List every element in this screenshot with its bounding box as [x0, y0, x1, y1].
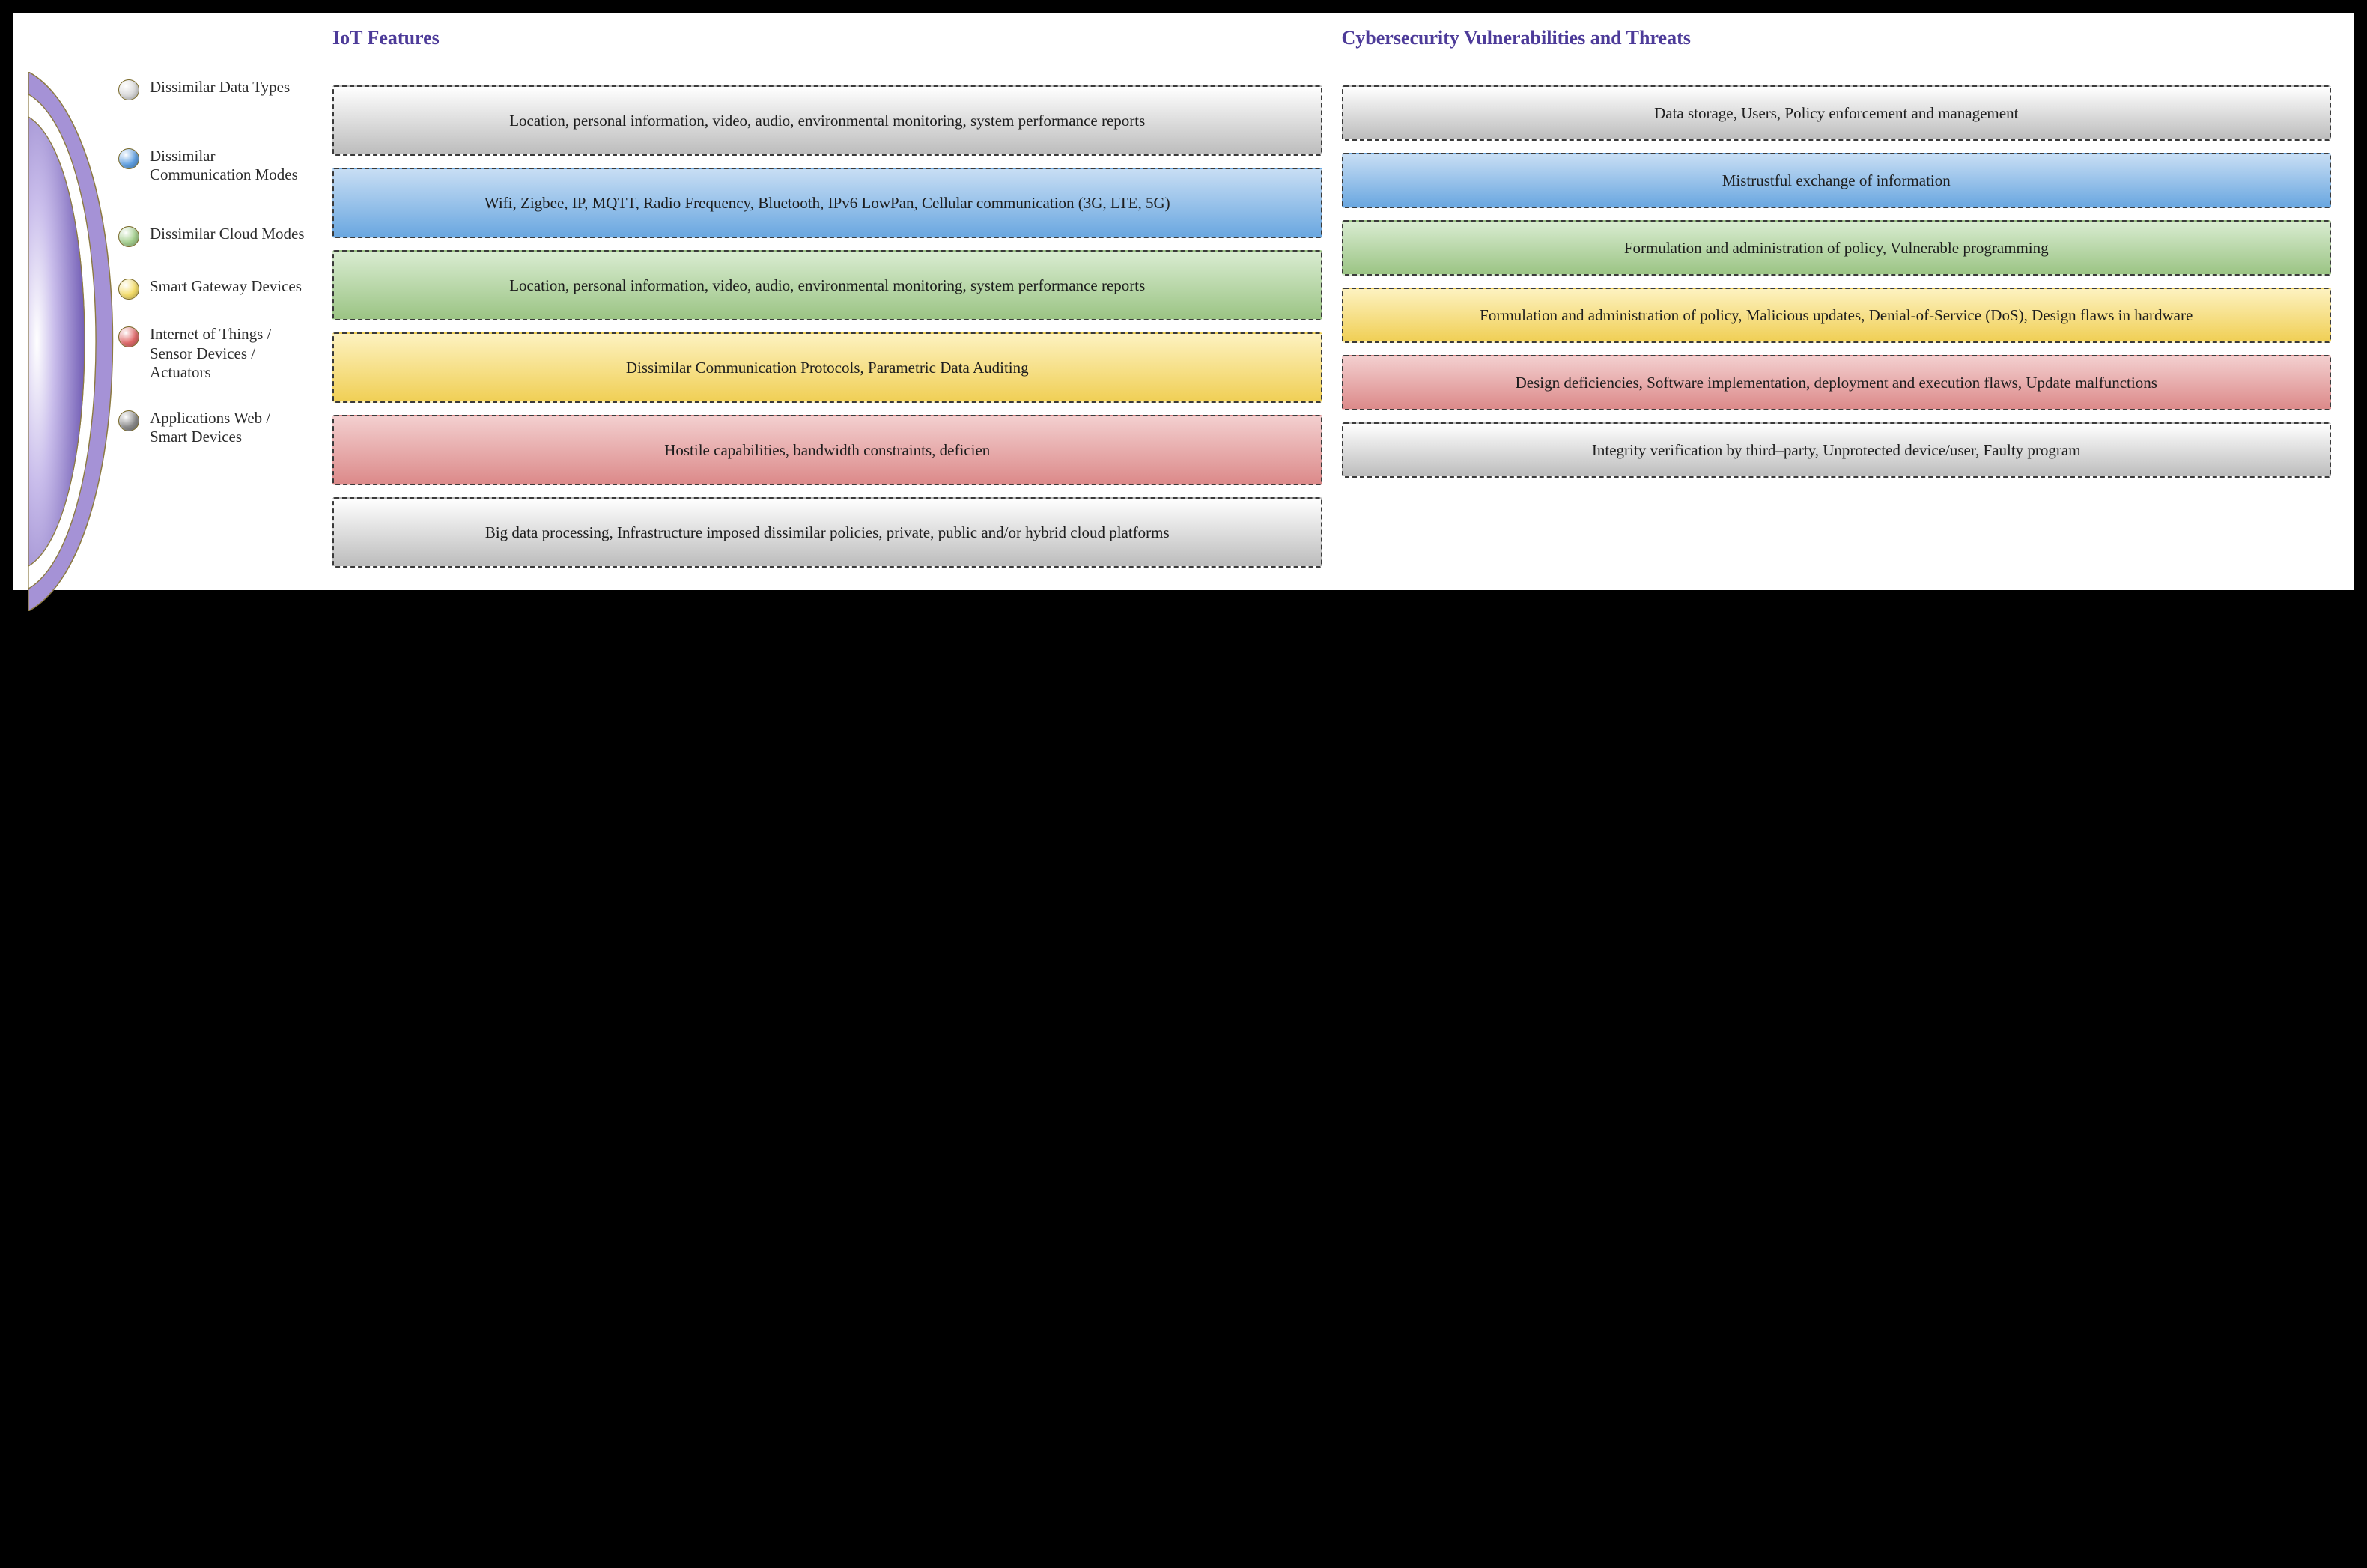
threat-text: Integrity verification by third–party, U… [1592, 440, 2081, 461]
page-root: Dissimilar Data Types Dissimilar Communic… [0, 13, 2367, 590]
legend-dot-icon [118, 279, 139, 300]
diagram-sheet: Dissimilar Data Types Dissimilar Communic… [13, 13, 2354, 590]
legend-label: Dissimilar Data Types [150, 78, 290, 97]
threat-box: Integrity verification by third–party, U… [1342, 422, 2332, 478]
feature-box: Dissimilar Communication Protocols, Para… [332, 332, 1322, 403]
legend-dot-icon [118, 79, 139, 100]
legend-dot-icon [118, 226, 139, 247]
feature-text: Location, personal information, video, a… [509, 110, 1145, 131]
feature-box: Location, personal information, video, a… [332, 250, 1322, 320]
feature-box: Location, personal information, video, a… [332, 85, 1322, 156]
legend-label: Smart Gateway Devices [150, 277, 302, 296]
features-stack: Location, personal information, video, a… [332, 85, 1322, 568]
threat-box: Design deficiencies, Software implementa… [1342, 355, 2332, 410]
legend-list: Dissimilar Data Types Dissimilar Communic… [118, 78, 307, 460]
threats-stack: Data storage, Users, Policy enforcement … [1342, 85, 2332, 478]
legend-item: Dissimilar Cloud Modes [118, 225, 307, 247]
legend-label: Applications Web / Smart Devices [150, 409, 307, 446]
feature-box: Wifi, Zigbee, IP, MQTT, Radio Frequency,… [332, 168, 1322, 238]
threat-text: Formulation and administration of policy… [1480, 305, 2193, 326]
threat-box: Formulation and administration of policy… [1342, 220, 2332, 276]
threat-text: Data storage, Users, Policy enforcement … [1654, 103, 2018, 124]
feature-box: Big data processing, Infrastructure impo… [332, 497, 1322, 568]
legend-item: Applications Web / Smart Devices [118, 409, 307, 446]
legend-item: Smart Gateway Devices [118, 277, 307, 300]
threats-column: Cybersecurity Vulnerabilities and Threat… [1342, 27, 2332, 568]
feature-text: Location, personal information, video, a… [509, 275, 1145, 296]
legend-item: Dissimilar Data Types [118, 78, 307, 100]
threat-box: Data storage, Users, Policy enforcement … [1342, 85, 2332, 141]
legend-label: Dissimilar Cloud Modes [150, 225, 305, 243]
threat-text: Formulation and administration of policy… [1624, 237, 2049, 258]
threats-header: Cybersecurity Vulnerabilities and Threat… [1342, 27, 2332, 72]
threat-text: Design deficiencies, Software implementa… [1516, 372, 2157, 393]
threat-box: Formulation and administration of policy… [1342, 288, 2332, 343]
feature-text: Hostile capabilities, bandwidth constrai… [664, 440, 990, 461]
legend-dot-icon [118, 148, 139, 169]
features-header: IoT Features [332, 27, 1322, 72]
legend-item: Internet of Things / Sensor Devices / Ac… [118, 325, 307, 382]
threat-text: Mistrustful exchange of information [1722, 170, 1951, 191]
legend-label: Dissimilar Communication Modes [150, 147, 307, 184]
feature-text: Big data processing, Infrastructure impo… [485, 522, 1170, 543]
features-column: IoT Features Location, personal informat… [332, 27, 1322, 568]
legend-dot-icon [118, 410, 139, 431]
legend-label: Internet of Things / Sensor Devices / Ac… [150, 325, 307, 382]
feature-box: Hostile capabilities, bandwidth constrai… [332, 415, 1322, 485]
feature-text: Wifi, Zigbee, IP, MQTT, Radio Frequency,… [484, 192, 1170, 213]
legend-dot-icon [118, 326, 139, 347]
feature-text: Dissimilar Communication Protocols, Para… [626, 357, 1029, 378]
threat-box: Mistrustful exchange of information [1342, 153, 2332, 208]
legend-column: Dissimilar Data Types Dissimilar Communic… [36, 27, 313, 568]
legend-item: Dissimilar Communication Modes [118, 147, 307, 184]
